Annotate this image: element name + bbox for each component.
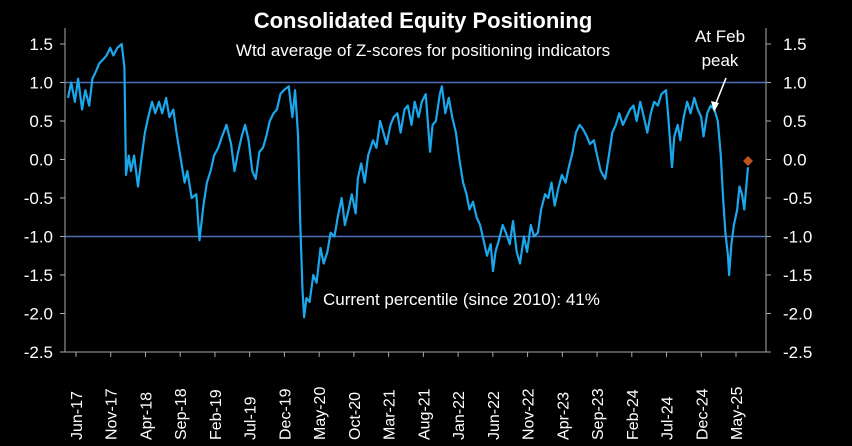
x-tick-label: Dec-24 [694,388,711,440]
y-tick-label-right: 1.0 [783,74,807,93]
x-tick-label: Feb-24 [625,389,642,440]
x-tick-label: Sep-18 [173,388,190,440]
y-tick-label-right: 1.5 [783,35,807,54]
x-tick-label: Nov-17 [104,388,121,440]
y-tick-label-left: -2.5 [24,343,53,362]
series-group [66,42,753,319]
x-tick-label: Sep-23 [590,388,607,440]
x-tick-label: Apr-23 [555,392,572,440]
y-tick-label-right: -2.0 [783,305,812,324]
series-line [66,42,750,319]
x-tick-label: Oct-20 [347,392,364,440]
y-tick-label-left: 1.5 [29,35,53,54]
y-tick-label-left: 0.0 [29,151,53,170]
y-tick-label-left: -2.0 [24,305,53,324]
percentile-annotation: Current percentile (since 2010): 41% [323,290,600,309]
y-tick-label-right: -0.5 [783,189,812,208]
x-tick-label: Feb-19 [208,389,225,440]
y-tick-label-left: 0.5 [29,112,53,131]
x-tick-label: Jun-17 [69,391,86,440]
y-tick-label-right: 0.5 [783,112,807,131]
x-tick-label: Mar-21 [382,389,399,440]
x-ticks: Jun-17 Nov-17 Apr-18 Sep-18 Feb-19 Jul-19 Dec-… [69,352,746,440]
chart-title: Consolidated Equity Positioning [254,8,593,33]
reference-lines [65,81,766,238]
x-tick-label: Jul-19 [243,396,260,440]
y-ticks-right: 1.5 1.0 0.5 0.0 -0.5 -1.0 -1.5 -2.0 -2.5 [766,35,812,362]
y-tick-label-right: -2.5 [783,343,812,362]
chart-subtitle: Wtd average of Z-scores for positioning … [236,41,610,60]
x-tick-label: Nov-22 [521,388,538,440]
x-tick-label: May-25 [729,387,746,440]
y-tick-label-right: -1.0 [783,228,812,247]
x-tick-label: Jun-22 [486,391,503,440]
x-tick-label: Jul-24 [660,396,677,440]
x-tick-label: May-20 [312,387,329,440]
current-value-marker [743,156,753,167]
feb-peak-label-line1: At Feb [695,27,745,46]
y-tick-label-right: 0.0 [783,151,807,170]
x-tick-label: Dec-19 [277,388,294,440]
x-tick-label: Aug-21 [416,388,433,440]
y-tick-label-left: -1.5 [24,266,53,285]
feb-peak-annotation: At Feb peak [695,27,745,112]
y-ticks-left: 1.5 1.0 0.5 0.0 -0.5 -1.0 -1.5 -2.0 -2.5 [24,35,65,362]
y-tick-label-left: -0.5 [24,189,53,208]
y-tick-label-left: 1.0 [29,74,53,93]
x-tick-label: Jan-22 [451,391,468,440]
feb-peak-label-line2: peak [702,51,739,70]
y-tick-label-right: -1.5 [783,266,812,285]
y-tick-label-left: -1.0 [24,228,53,247]
x-tick-label: Apr-18 [138,392,155,440]
feb-peak-arrowhead [711,101,719,112]
